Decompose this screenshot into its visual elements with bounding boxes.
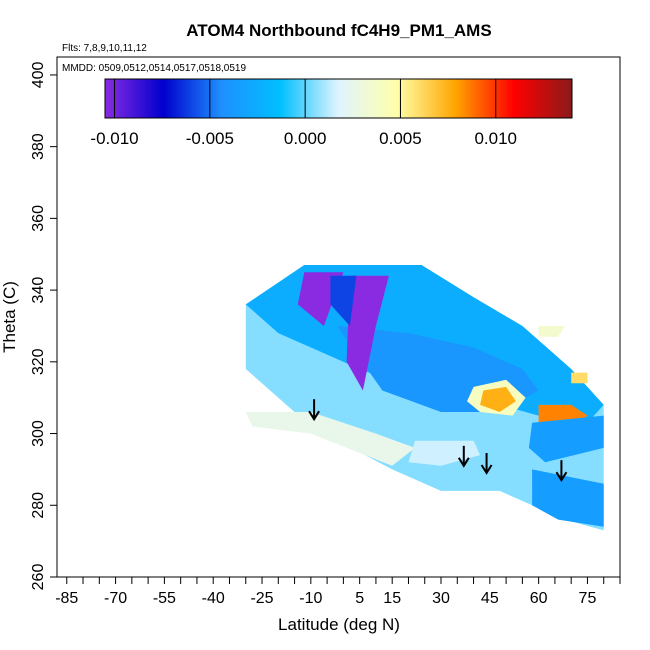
arrow-layer [308, 399, 568, 483]
field-region [538, 326, 565, 337]
field-region [245, 412, 415, 466]
y-axis-label: Theta (C) [0, 281, 19, 353]
x-tick-label: 5 [355, 590, 364, 607]
x-tick-label: -40 [202, 590, 225, 607]
colorbar-tick-label: 0.000 [284, 129, 327, 148]
colorbar-gradient [104, 78, 573, 119]
field-region [532, 469, 604, 527]
y-tick-label: 280 [30, 492, 47, 519]
colorbar: -0.010 -0.005 0.000 0.005 0.010 [90, 78, 573, 148]
x-axis-label: Latitude (deg N) [278, 615, 400, 634]
x-tick-label: 45 [481, 590, 499, 607]
x-tick-label: 75 [579, 590, 597, 607]
field-region [330, 275, 357, 326]
colorbar-tick-label: 0.005 [379, 129, 422, 148]
y-tick-label: 400 [30, 61, 47, 88]
y-tick-label: 380 [30, 133, 47, 160]
x-tick-label: -25 [250, 590, 273, 607]
field-region [346, 275, 389, 391]
y-tick-label: 260 [30, 564, 47, 591]
arrow-marker [457, 445, 470, 468]
x-tick-label: 30 [432, 590, 450, 607]
arrow-marker [555, 460, 568, 483]
y-tick-label: 360 [30, 205, 47, 232]
x-tick-label: 60 [530, 590, 548, 607]
plot-frame [56, 56, 621, 578]
x-tick-label: -55 [153, 590, 176, 607]
y-axis: 260 280 300 320 340 360 380 400 [30, 61, 57, 590]
colorbar-tick-label: -0.010 [90, 129, 138, 148]
x-tick-label: -10 [299, 590, 322, 607]
field-region [408, 440, 481, 466]
y-tick-label: 340 [30, 277, 47, 304]
flights-annotation: Flts: 7,8,9,10,11,12 [62, 43, 147, 54]
chart-title: ATOM4 Northbound fC4H9_PM1_AMS [186, 21, 491, 40]
y-tick-label: 320 [30, 348, 47, 375]
field-region [480, 386, 516, 412]
colorbar-tick-label: 0.010 [474, 129, 517, 148]
arrow-marker [480, 453, 493, 475]
y-tick-label: 300 [30, 420, 47, 447]
field-region [571, 372, 588, 384]
dates-annotation: MMDD: 0509,0512,0514,0517,0518,0519 [62, 63, 246, 74]
x-tick-label: -85 [55, 590, 78, 607]
x-tick-label: 15 [383, 590, 401, 607]
x-tick-label: -70 [104, 590, 127, 607]
field-layer [245, 265, 604, 531]
arrow-marker [308, 399, 320, 422]
field-region [528, 415, 604, 463]
x-axis: -85 -70 -55 -40 -25 -10 5 15 30 45 60 75 [55, 577, 621, 607]
colorbar-tick-label: -0.005 [186, 129, 234, 148]
